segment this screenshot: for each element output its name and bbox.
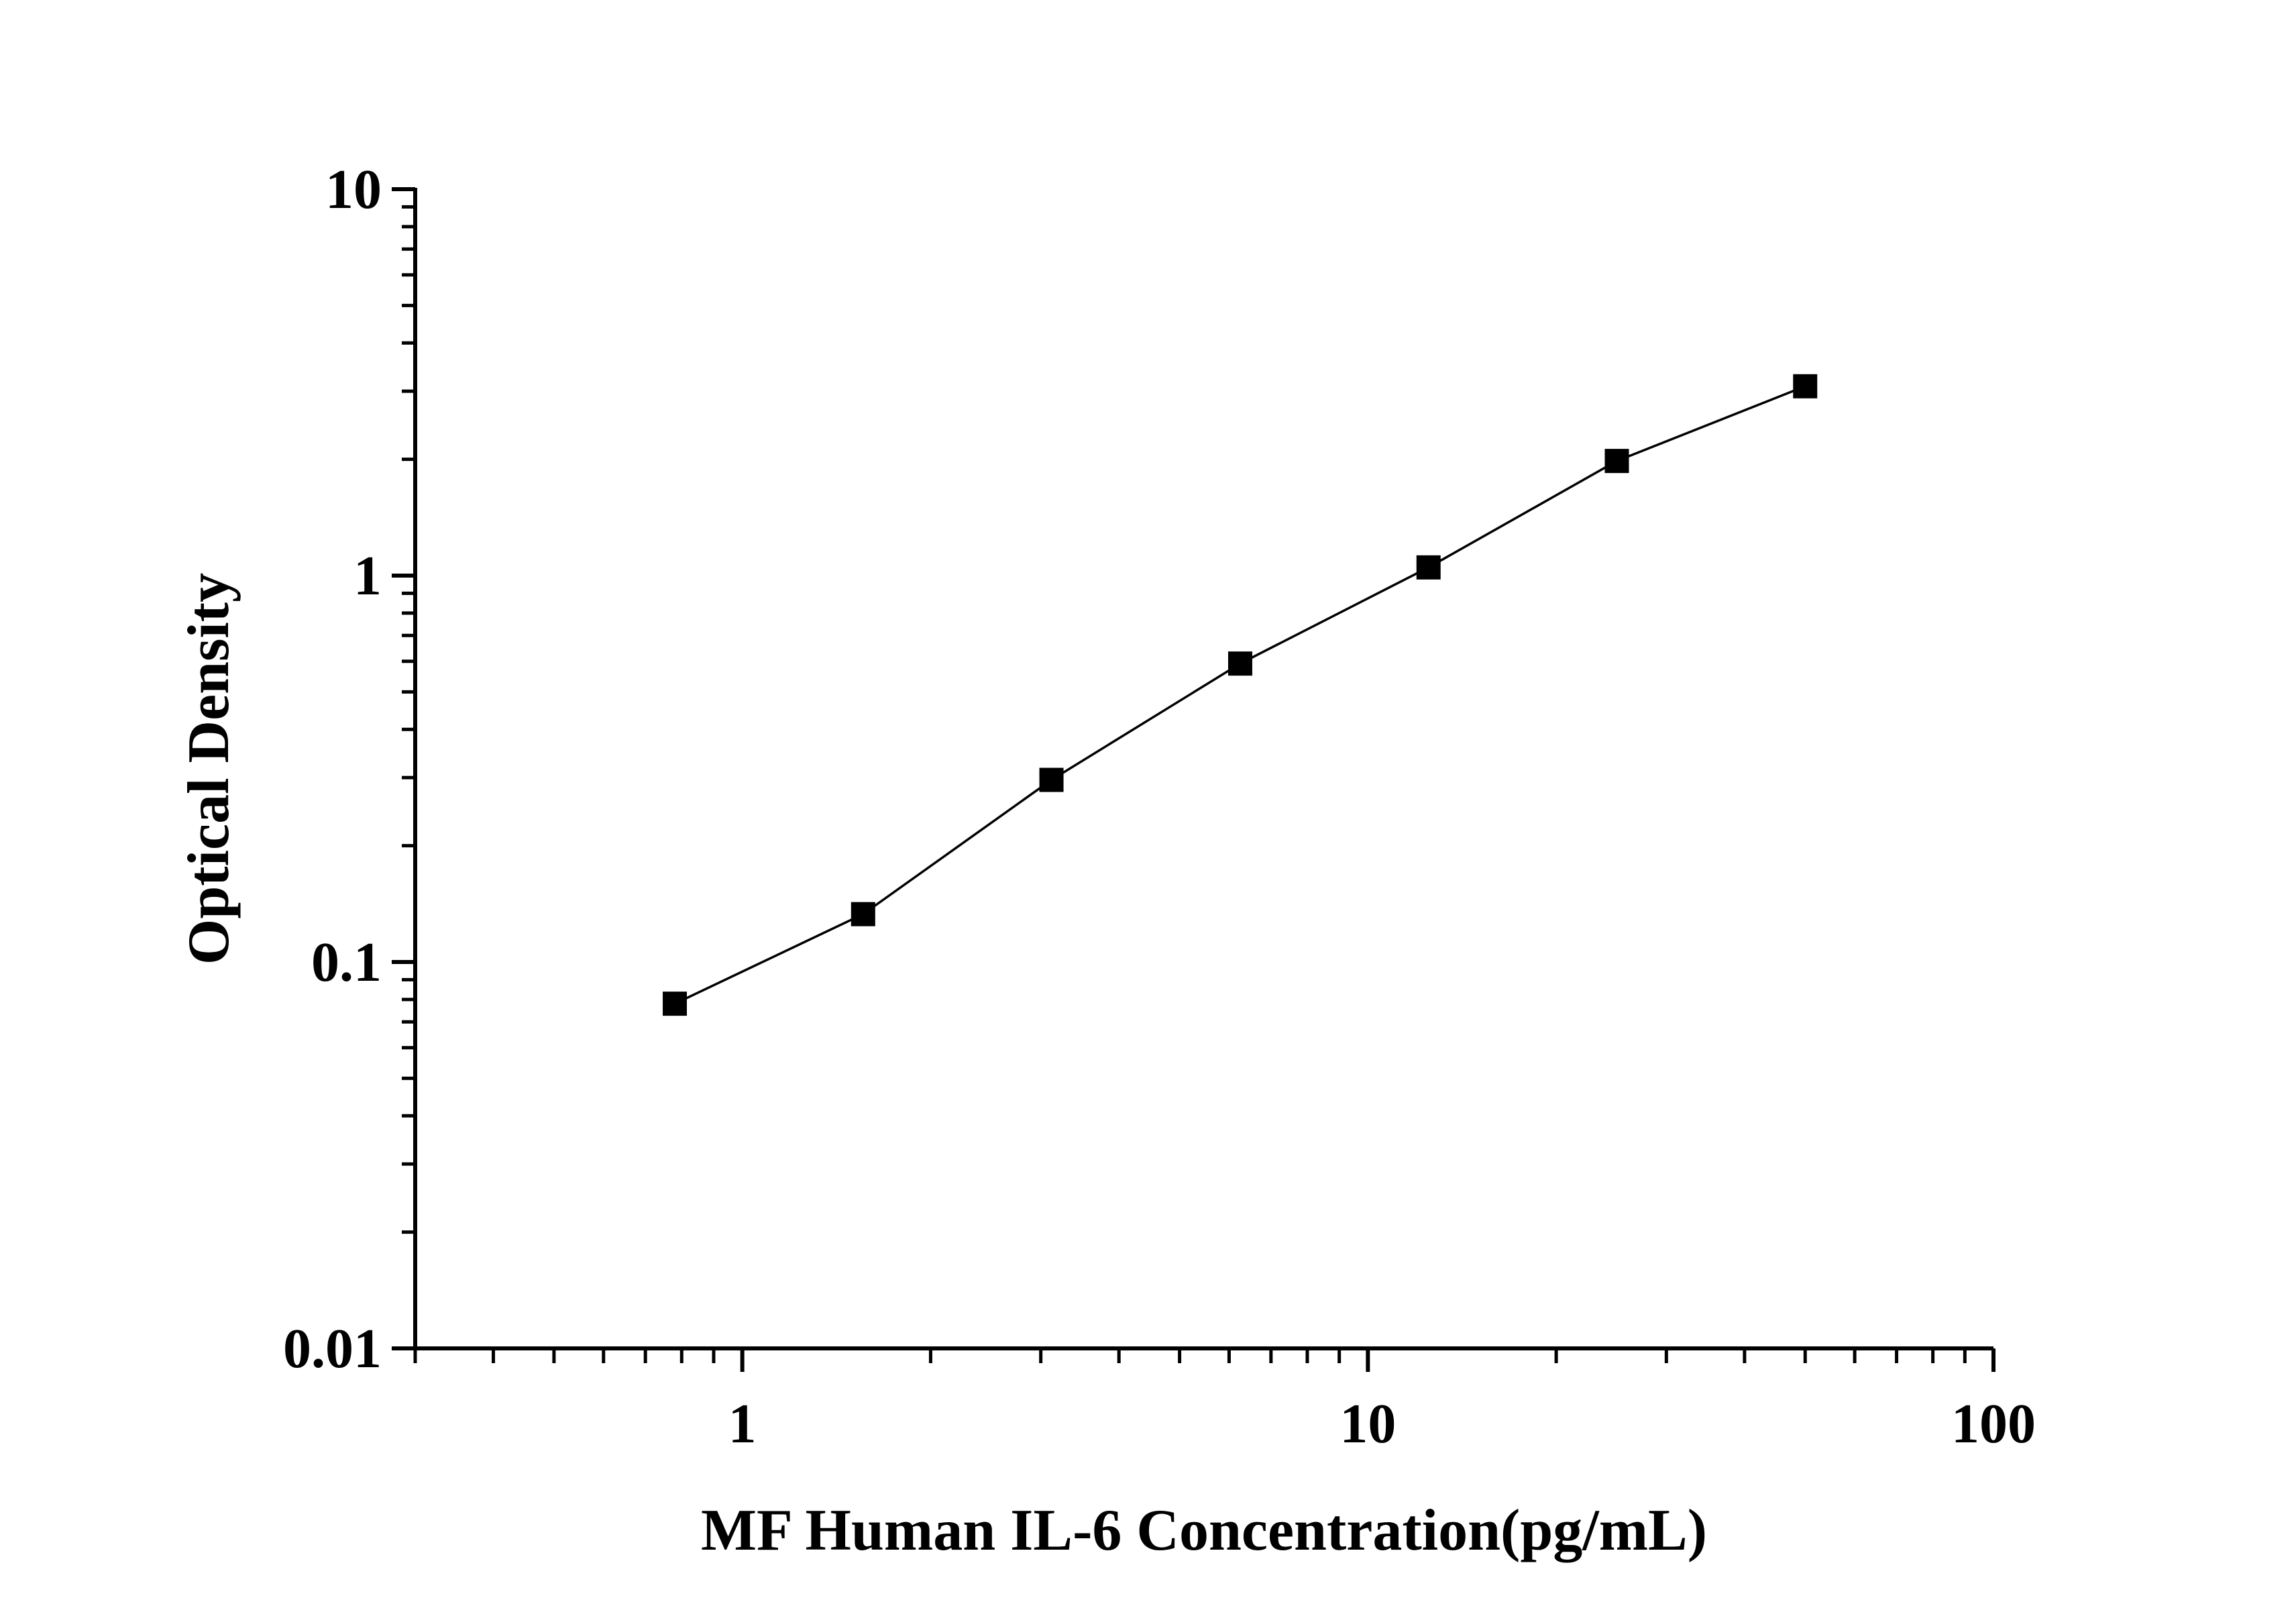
data-point [851,902,875,926]
curve-line [674,385,1806,1005]
ticks: 0.01 0.1 1 10 1 10 100 [283,158,2036,1455]
data-point [1039,767,1064,792]
y-tick-label: 0.01 [283,1318,382,1380]
data-point [1604,449,1629,474]
data-point [663,992,688,1016]
x-tick-label: 1 [728,1393,757,1455]
x-tick-label: 10 [1340,1393,1396,1455]
x-tick-label: 100 [1951,1393,2036,1455]
y-tick-label: 1 [353,545,382,607]
data-marks [663,374,1818,1016]
y-tick-label: 10 [325,158,382,221]
y-tick-label: 0.1 [311,931,382,994]
y-axis-title: Optical Density [176,573,241,965]
x-axis-title: MF Human IL-6 Concentration(pg/mL) [701,1498,1707,1563]
axes [413,188,1993,1350]
data-point [1227,651,1252,676]
data-point [1416,555,1441,580]
data-point [1793,374,1818,398]
